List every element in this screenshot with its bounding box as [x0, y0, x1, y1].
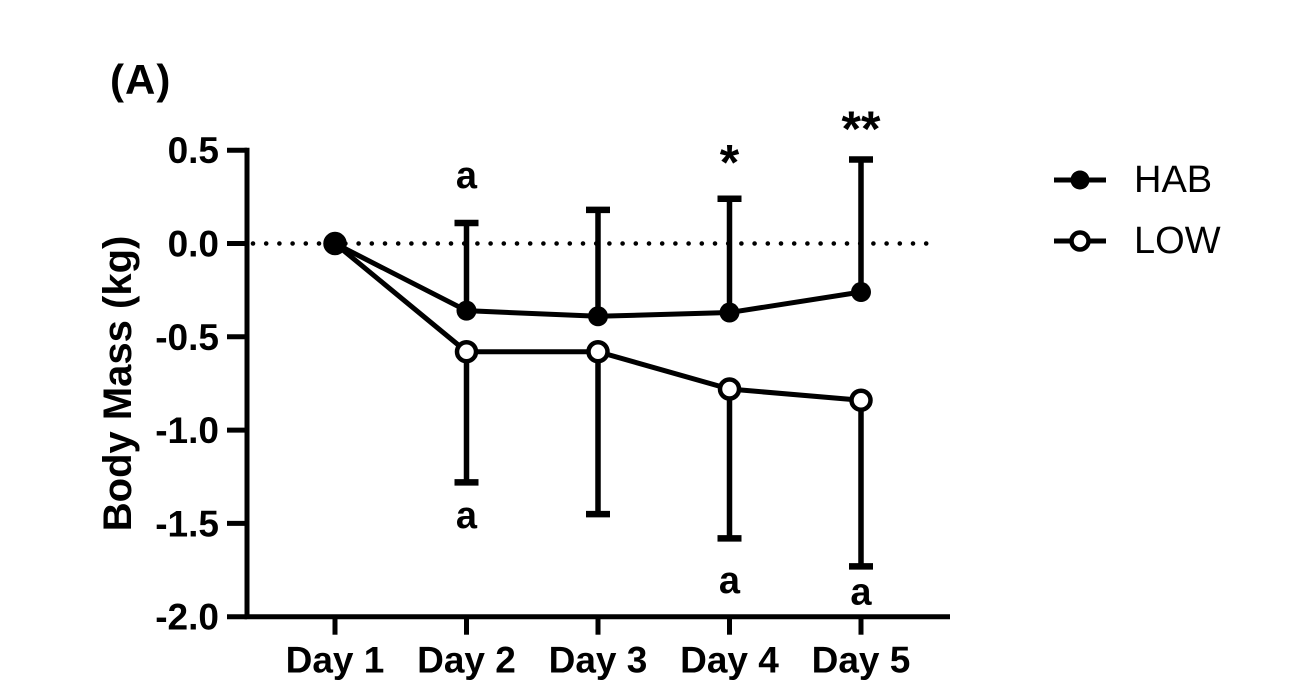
y-tick-label: -2.0	[155, 597, 219, 638]
annotation-a: a	[719, 560, 741, 602]
annotation-a: a	[850, 571, 872, 613]
hab-marker-1	[325, 233, 345, 254]
low-marker-4	[717, 377, 742, 401]
x-tick-label: Day 4	[680, 640, 779, 681]
y-tick-label: -1.0	[155, 410, 219, 451]
open-circle-icon	[1054, 230, 1106, 252]
low-marker-5	[849, 388, 873, 412]
hab-marker-4	[719, 302, 740, 323]
significance-marker: *	[720, 135, 740, 191]
y-tick-label: -1.5	[155, 503, 219, 544]
y-tick-label: 0.5	[168, 130, 219, 171]
annotations: aaa a***	[456, 101, 881, 613]
series-markers	[323, 231, 873, 412]
y-tick-label: -0.5	[155, 317, 219, 358]
significance-marker: **	[842, 101, 881, 157]
x-tick-label: Day 2	[417, 640, 516, 681]
x-tick-label: Day 5	[812, 640, 911, 681]
hab-marker-2	[456, 300, 477, 321]
annotation-a: a	[456, 155, 478, 197]
x-tick-label: Day 1	[286, 640, 385, 681]
x-tick-label: Day 3	[549, 640, 648, 681]
low-marker-3	[586, 339, 610, 364]
low-marker-2	[454, 339, 479, 364]
panel-label: (A)	[110, 56, 172, 103]
axes: 0.5 0.0 -0.5 -1.0 -1.5 -2.0 Day 1 Day 2 Day 3 Day…	[96, 130, 950, 681]
error-bars	[454, 156, 873, 570]
legend-label-low: LOW	[1134, 220, 1221, 262]
legend-item-low: LOW	[1052, 217, 1221, 265]
legend-item-hab: HAB	[1052, 156, 1221, 204]
hab-marker-3	[588, 306, 608, 327]
legend: HAB LOW	[1052, 156, 1221, 278]
y-axis-title: Body Mass (kg)	[96, 236, 140, 532]
filled-circle-icon	[1054, 170, 1106, 190]
hab-marker-5	[851, 282, 871, 303]
legend-label-hab: HAB	[1134, 159, 1213, 201]
annotation-a: a	[456, 495, 478, 537]
y-tick-label: 0.0	[168, 224, 219, 265]
